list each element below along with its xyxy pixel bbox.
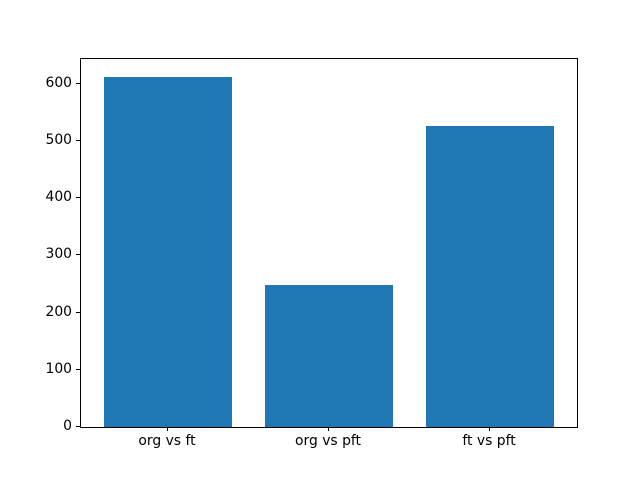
y-tick-mark <box>76 82 80 84</box>
y-tick-label: 0 <box>63 418 72 434</box>
bar-org-vs-ft <box>103 76 233 427</box>
y-tick-label: 500 <box>45 132 72 149</box>
y-tick-mark <box>76 197 80 199</box>
y-tick-label: 300 <box>45 246 72 263</box>
y-tick-label: 400 <box>45 189 72 206</box>
y-tick-label: 100 <box>45 360 72 377</box>
x-tick-mark <box>166 427 168 431</box>
x-tick-label: ft vs pft <box>462 433 516 449</box>
x-tick-mark <box>489 427 491 431</box>
x-tick-label: org vs ft <box>138 433 196 449</box>
y-tick-label: 600 <box>45 74 72 91</box>
y-tick-mark <box>76 311 80 313</box>
y-tick-mark <box>76 426 80 427</box>
y-tick-mark <box>76 254 80 256</box>
y-tick-mark <box>76 140 80 142</box>
bar-ft-vs-pft <box>425 126 555 427</box>
x-tick-label: org vs pft <box>295 433 361 449</box>
y-tick-mark <box>76 368 80 370</box>
y-tick-label: 200 <box>45 303 72 320</box>
x-tick-mark <box>328 427 329 431</box>
plot-axes <box>80 58 578 428</box>
bar-org-vs-pft <box>264 285 394 427</box>
